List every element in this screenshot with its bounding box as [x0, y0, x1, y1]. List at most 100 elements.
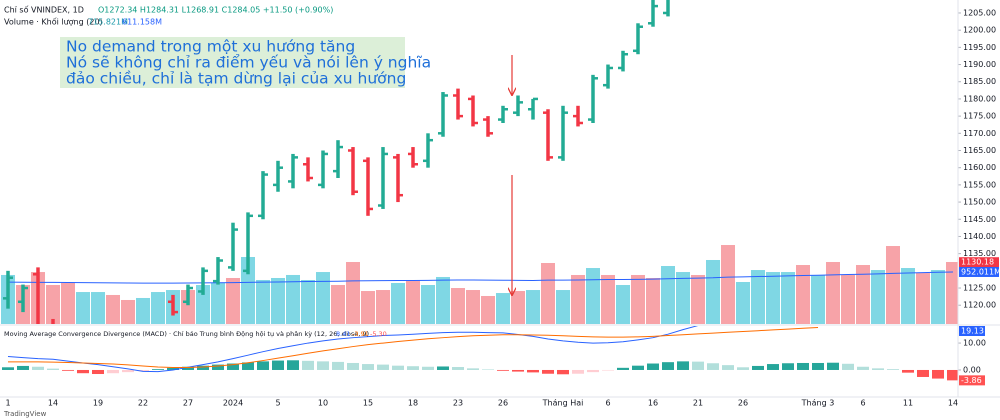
x-tick-label: 5: [275, 399, 280, 408]
volume-bar: [556, 290, 570, 324]
volume-bar: [256, 279, 270, 324]
price-tag: -3.86: [961, 376, 982, 385]
histogram-bar: [602, 369, 614, 371]
annotation-line: No demand trong một xu hướng tăng: [66, 38, 355, 56]
y-tick-label: 1180.00: [963, 94, 996, 103]
price-tag: 1130.18: [961, 258, 994, 267]
histogram-bar: [437, 366, 449, 370]
volume-bar: [361, 291, 375, 324]
histogram-bar: [872, 368, 884, 370]
y-tick-label: 1145.00: [963, 215, 996, 224]
histogram-bar: [617, 367, 629, 370]
volume-bar: [736, 281, 750, 324]
price-tag-box: [959, 326, 985, 336]
price-tag: 19.13: [961, 327, 984, 336]
volume-bar: [46, 285, 60, 324]
volume-bar: [181, 290, 195, 324]
histogram-bar: [182, 366, 194, 370]
histogram-bar: [257, 361, 269, 370]
y-tick-label: 1165.00: [963, 146, 996, 155]
histogram-bar: [77, 369, 89, 374]
volume-ma: [7, 271, 954, 284]
histogram-bar: [122, 369, 134, 373]
volume-bar: [646, 277, 660, 324]
volume-bar: [871, 270, 885, 324]
volume-bar: [931, 270, 945, 324]
x-tick-label: 27: [183, 399, 193, 408]
volume-bar: [406, 279, 420, 324]
volume-bar: [211, 283, 225, 324]
x-tick-label: 22: [138, 399, 148, 408]
y-tick-label: 0.00: [963, 365, 981, 374]
y-tick-label: 1160.00: [963, 163, 996, 172]
volume-bar: [511, 291, 525, 324]
volume-bar: [241, 256, 255, 324]
histogram-bar: [737, 367, 749, 370]
histogram-bar: [932, 369, 944, 379]
histogram-bar: [422, 366, 434, 370]
y-tick-label: 1140.00: [963, 232, 996, 241]
volume-bar: [721, 245, 735, 324]
volume-bar: [631, 274, 645, 324]
macd-readout: 8.41: [336, 330, 350, 338]
volume-bar: [796, 265, 810, 324]
volume-bar: [856, 265, 870, 324]
histogram-bar: [947, 369, 958, 381]
histogram-bar: [47, 368, 59, 370]
volume-bar: [766, 272, 780, 324]
volume-bar: [136, 297, 150, 324]
signal-readout: -3.91: [352, 330, 369, 338]
volume-bar: [421, 285, 435, 324]
histogram-bar: [857, 366, 869, 370]
histogram-bar: [332, 361, 344, 370]
y-tick-label: 1185.00: [963, 77, 996, 86]
volume-bar: [226, 277, 240, 324]
x-tick-label: 23: [453, 399, 463, 408]
histogram-bar: [512, 369, 524, 372]
histogram-bar: [227, 363, 239, 370]
volume-bar: [781, 272, 795, 324]
histogram-bar: [902, 369, 914, 373]
price-tag-box: [959, 257, 999, 268]
macd-line: [7, 326, 699, 373]
histogram-bar: [797, 362, 809, 370]
x-tick-label: 10: [318, 399, 328, 408]
histogram-bar: [302, 360, 314, 370]
volume-bar: [196, 285, 210, 324]
volume-bar: [841, 274, 855, 324]
volume-bar: [151, 292, 165, 324]
histogram-bar: [167, 367, 179, 370]
volume-title: Volume · Khối lượng (20): [4, 17, 103, 27]
volume-bar: [706, 259, 720, 324]
signal-line: [8, 326, 819, 369]
histogram-bar: [407, 366, 419, 370]
y-tick-label: 1125.00: [963, 284, 996, 293]
histogram-bar: [107, 369, 119, 374]
histogram-bar: [92, 369, 104, 375]
histogram-bar: [827, 362, 839, 370]
histogram-bar: [557, 369, 569, 375]
macd-title: Moving Average Convergence Divergence (M…: [4, 330, 369, 338]
volume-bar: [61, 283, 75, 324]
histogram-bar: [662, 362, 674, 370]
volume-bar: [346, 262, 360, 324]
x-tick-label: 19: [93, 399, 103, 408]
histogram-bar: [542, 369, 554, 374]
x-tick-label: 26: [498, 399, 508, 408]
histogram-bar: [62, 369, 74, 371]
ohlc-readout: O1272.34 H1284.31 L1268.91 C1284.05 +11.…: [98, 6, 333, 15]
histogram-bar: [527, 369, 539, 373]
volume-bar: [886, 246, 900, 324]
volume-bar: [286, 274, 300, 324]
brand: TradingView: [3, 410, 47, 418]
y-tick-label: 1170.00: [963, 129, 996, 138]
volume-bar: [331, 285, 345, 324]
volume-bar: [916, 273, 930, 324]
annotation-box: [60, 37, 405, 88]
histogram-bar: [272, 360, 284, 370]
histogram-bar: [32, 366, 44, 370]
histogram-bar: [347, 362, 359, 370]
histogram-bar: [722, 365, 734, 370]
y-tick-label: 1205.00: [963, 8, 996, 17]
